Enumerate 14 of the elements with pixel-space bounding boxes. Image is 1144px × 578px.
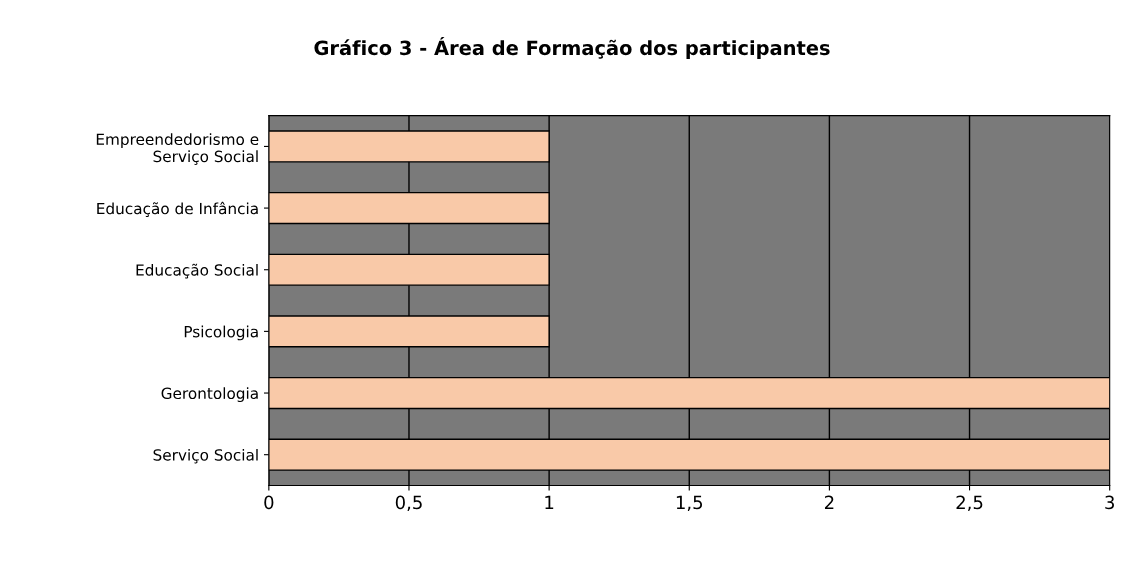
y-tick-label: Educação Social <box>136 263 258 279</box>
y-tick-label: Empreendedorismo e Serviço Social <box>96 133 259 165</box>
x-tick-label: 1 <box>545 495 554 509</box>
x-tick-label: 2,5 <box>956 495 983 512</box>
x-tick-label: 1,5 <box>676 495 703 512</box>
chart-title: Gráfico 3 - Área de Formação dos participantes <box>314 36 830 59</box>
x-tick-label: 0 <box>264 495 274 510</box>
y-tick-label: Educação de Infância <box>97 201 258 218</box>
x-tick-label: 3 <box>1105 495 1114 510</box>
y-tick-label: Gerontologia <box>161 387 258 403</box>
x-tick-label: 0,5 <box>395 495 422 512</box>
y-tick-label: Serviço Social <box>153 448 258 464</box>
y-tick-label: Psicologia <box>184 325 258 341</box>
x-tick-label: 2 <box>824 495 834 509</box>
